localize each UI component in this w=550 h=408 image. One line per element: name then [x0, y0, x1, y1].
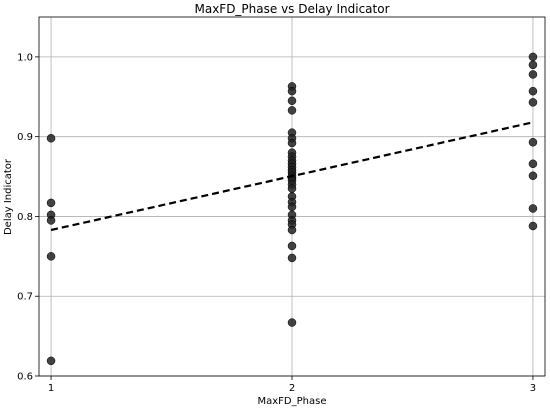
data-point [528, 159, 538, 169]
y-tick-label: 0.7 [17, 292, 33, 303]
data-point [528, 171, 538, 181]
data-point [46, 134, 56, 143]
data-point [528, 60, 538, 70]
data-point [287, 184, 297, 193]
data-point [287, 96, 297, 106]
data-point [287, 106, 297, 115]
data-points [46, 52, 538, 366]
data-point [528, 138, 538, 147]
data-point [528, 98, 538, 107]
x-tick-label: 3 [530, 383, 536, 394]
x-axis-ticks: 1 2 3 [48, 376, 536, 394]
x-tick-label: 2 [289, 383, 295, 394]
y-tick-label: 1.0 [17, 52, 33, 63]
y-tick-label: 0.9 [17, 132, 33, 143]
data-point [287, 225, 297, 235]
chart-title: MaxFD_Phase vs Delay Indicator [194, 2, 389, 16]
data-point [528, 204, 538, 213]
trend-line-segment [50, 121, 534, 232]
data-point [528, 86, 538, 96]
y-tick-label: 0.8 [17, 212, 33, 223]
data-point [46, 252, 56, 261]
data-point [46, 356, 56, 366]
data-point [46, 216, 56, 225]
data-point [528, 52, 538, 62]
x-axis-label: MaxFD_Phase [258, 396, 327, 407]
data-point [46, 198, 56, 208]
x-tick-label: 1 [48, 383, 54, 394]
y-tick-label: 0.6 [17, 372, 33, 383]
data-point [287, 253, 297, 263]
y-axis-ticks: 0.6 0.7 0.8 0.9 1.0 [17, 52, 39, 383]
data-point [287, 86, 297, 96]
trend-line [50, 121, 534, 232]
data-point [287, 318, 297, 327]
y-axis-label: Delay Indicator [3, 158, 14, 235]
data-point [287, 202, 297, 212]
data-point [528, 221, 538, 231]
data-point [287, 241, 297, 251]
data-point [287, 138, 297, 148]
data-point [528, 70, 538, 79]
